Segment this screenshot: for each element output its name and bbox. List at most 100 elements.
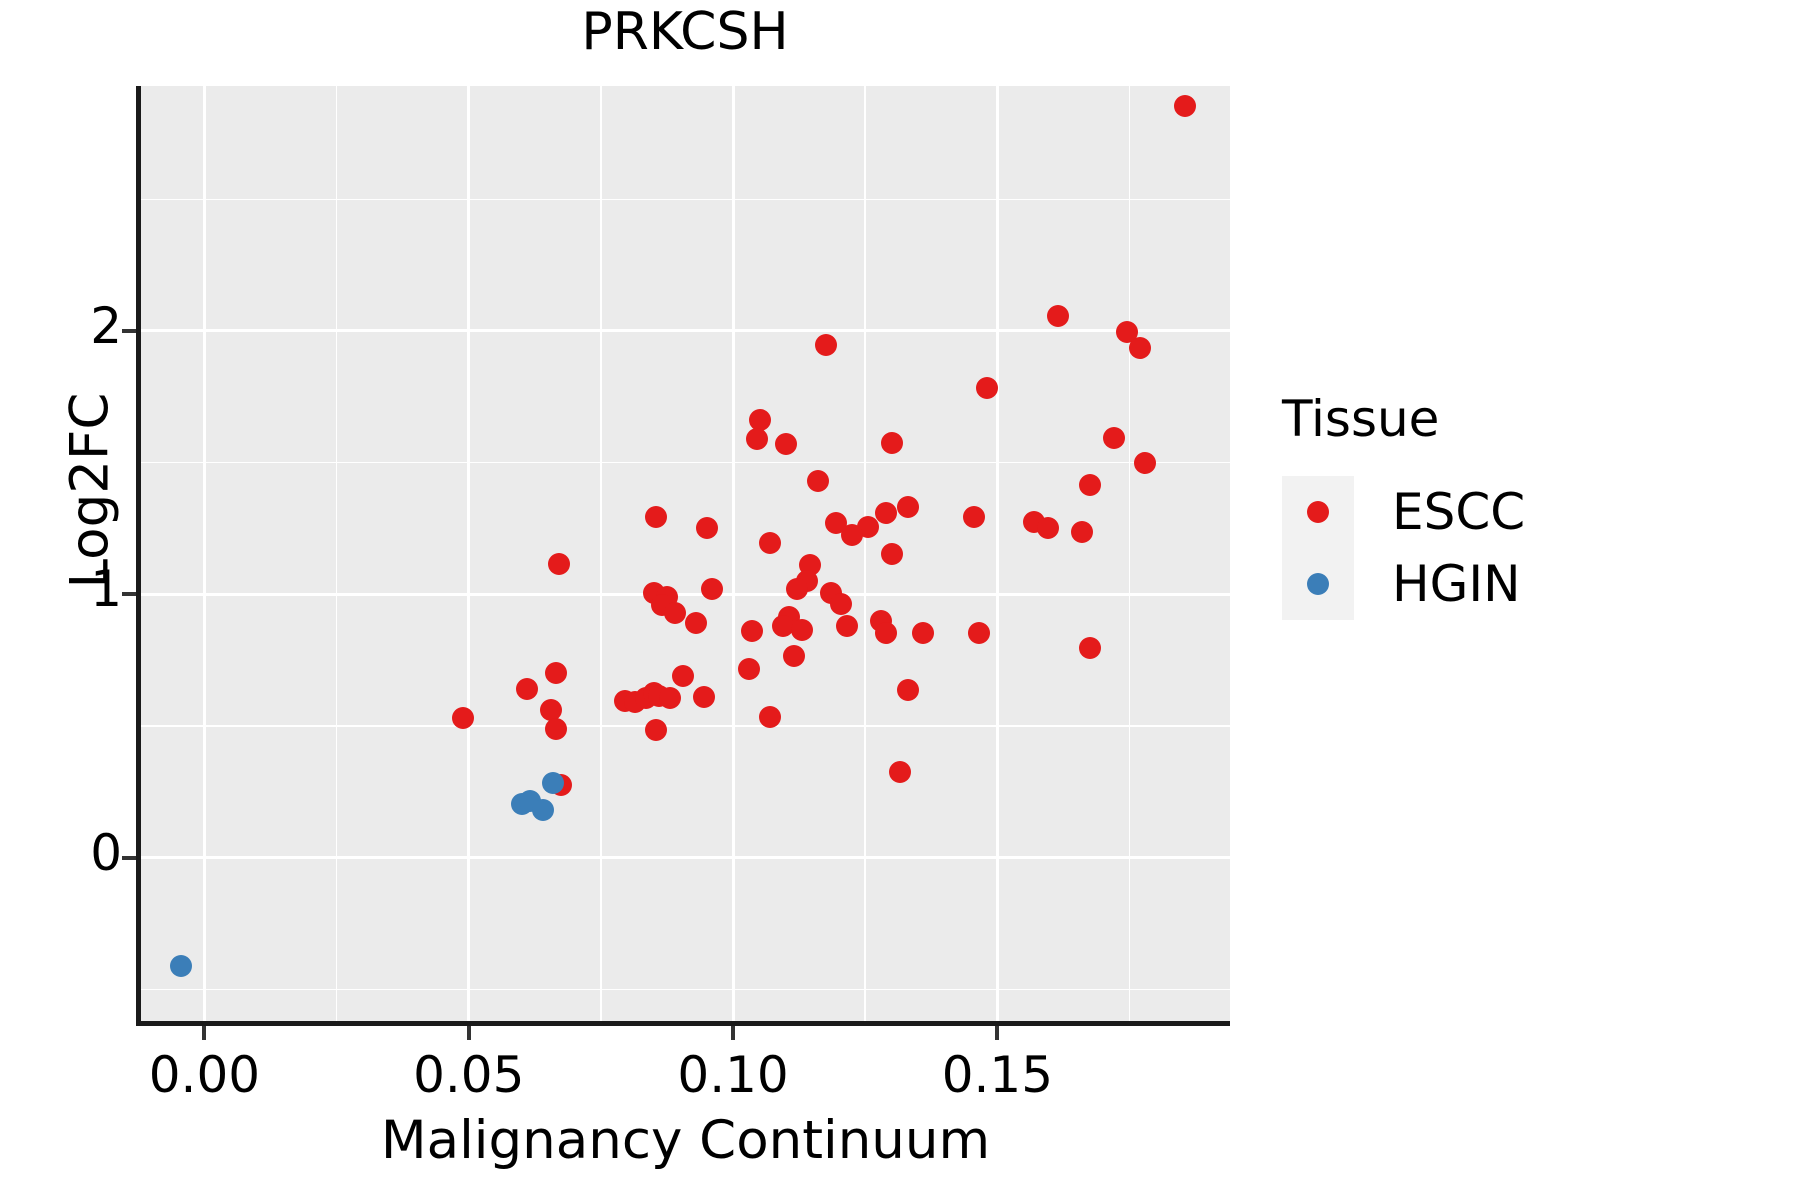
legend-title: Tissue (1282, 390, 1440, 448)
data-point-escc (671, 664, 694, 687)
data-point-escc (1078, 637, 1101, 660)
data-point-escc (645, 718, 668, 741)
data-point-escc (1115, 321, 1138, 344)
gridline-x-major (995, 86, 999, 1021)
data-point-escc (740, 620, 763, 643)
legend-items: ESCC HGIN (1282, 476, 1782, 620)
x-tick-label: 0.10 (677, 1046, 789, 1104)
gridline-y-major (141, 329, 1230, 333)
data-point-escc (700, 578, 723, 601)
data-point-hgin (542, 771, 565, 794)
y-tick (122, 855, 136, 860)
legend-dot-icon (1307, 501, 1329, 523)
x-tick-label: 0.15 (941, 1046, 1054, 1104)
data-point-escc (774, 433, 797, 456)
legend-swatch-hgin (1282, 548, 1354, 620)
gridline-y-minor (141, 198, 1230, 200)
x-tick (995, 1026, 1000, 1040)
legend-item-escc[interactable]: ESCC (1282, 476, 1782, 548)
gridline-y-minor (141, 461, 1230, 464)
data-point-escc (825, 512, 848, 535)
gridline-x-major (467, 86, 471, 1021)
y-tick-label: 1 (90, 560, 122, 619)
data-point-escc (967, 621, 990, 644)
data-point-escc (1070, 521, 1093, 544)
data-point-escc (1134, 451, 1157, 474)
data-point-escc (737, 658, 760, 681)
data-point-escc (875, 621, 898, 644)
data-point-escc (1129, 337, 1152, 360)
x-axis-title: Malignancy Continuum (380, 1110, 991, 1171)
x-tick-label: 0.05 (413, 1046, 525, 1104)
gridline-x-minor (864, 86, 866, 1021)
data-point-escc (1174, 94, 1197, 117)
data-point-escc (962, 505, 985, 528)
data-point-escc (830, 592, 853, 615)
data-point-escc (841, 524, 864, 547)
data-point-escc (835, 614, 858, 637)
gridline-y-major (141, 856, 1230, 860)
legend: Tissue ESCC HGIN (1282, 390, 1782, 620)
data-point-escc (645, 505, 668, 528)
data-point-escc (452, 707, 475, 730)
gridline-x-major (202, 86, 206, 1021)
chart-title: PRKCSH (581, 2, 789, 62)
data-point-escc (814, 334, 837, 357)
data-point-escc (875, 501, 898, 524)
data-point-escc (544, 717, 567, 740)
x-tick (466, 1026, 471, 1040)
data-point-escc (772, 614, 795, 637)
legend-dot-icon (1307, 573, 1329, 595)
data-point-escc (785, 578, 808, 601)
data-point-escc (759, 531, 782, 554)
gridline-x-major (731, 86, 735, 1021)
data-point-escc (663, 601, 686, 624)
legend-swatch-escc (1282, 476, 1354, 548)
data-point-escc (658, 687, 681, 710)
y-tick (122, 592, 136, 597)
data-point-escc (1047, 305, 1070, 328)
y-axis-title: Log2FC (59, 392, 121, 589)
data-point-hgin (531, 799, 554, 822)
data-point-hgin (169, 954, 192, 977)
data-point-escc (745, 427, 768, 450)
data-point-escc (693, 686, 715, 709)
data-point-escc (975, 376, 998, 399)
data-point-escc (547, 553, 570, 576)
data-point-escc (1036, 517, 1059, 540)
data-point-escc (896, 679, 919, 702)
gridline-y-minor (141, 725, 1230, 727)
x-tick (731, 1026, 736, 1040)
legend-label: HGIN (1392, 555, 1521, 613)
data-point-escc (806, 470, 829, 493)
data-point-escc (544, 662, 567, 685)
x-axis-line (141, 1021, 1230, 1026)
y-axis-line (136, 86, 141, 1026)
gridline-y-major (141, 592, 1230, 596)
data-point-escc (539, 699, 562, 722)
x-tick-label: 0.00 (148, 1046, 261, 1104)
x-tick (202, 1026, 207, 1040)
legend-label: ESCC (1392, 483, 1526, 541)
data-point-escc (748, 409, 771, 432)
y-tick (122, 328, 136, 333)
data-point-escc (759, 705, 782, 728)
data-point-escc (790, 618, 813, 641)
data-point-escc (880, 542, 903, 565)
data-point-escc (695, 517, 718, 540)
y-tick-label: 2 (90, 296, 122, 355)
gridline-y-minor (141, 988, 1230, 991)
gridline-x-minor (335, 86, 338, 1021)
legend-item-hgin[interactable]: HGIN (1282, 548, 1782, 620)
data-point-escc (1078, 474, 1101, 497)
data-point-escc (685, 612, 708, 635)
y-tick-label: 0 (90, 823, 122, 882)
gridline-x-minor (600, 86, 602, 1021)
gridline-x-minor (1128, 86, 1131, 1021)
data-point-escc (880, 431, 903, 454)
data-point-escc (888, 761, 911, 784)
data-point-escc (896, 496, 919, 519)
data-point-escc (782, 645, 805, 668)
data-point-escc (1102, 426, 1125, 449)
